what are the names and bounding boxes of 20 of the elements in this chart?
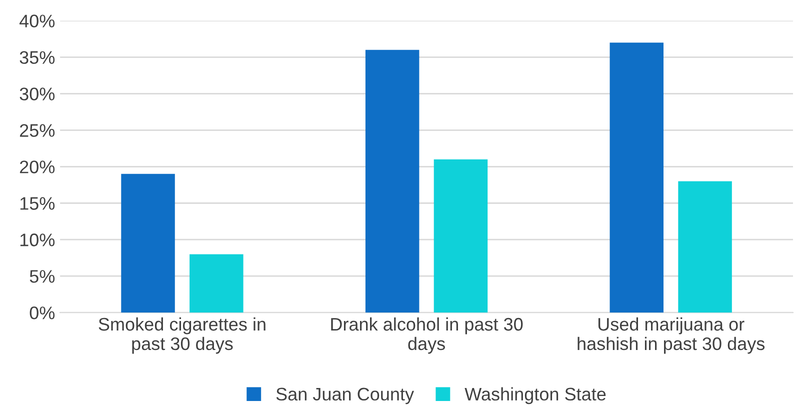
y-tick-label: 15%: [20, 197, 55, 210]
y-tick-label: 35%: [20, 51, 55, 64]
x-tick-label: Drank alcohol in past 30 days: [331, 317, 523, 354]
bar: [678, 181, 732, 313]
bar: [434, 159, 488, 313]
y-tick-label: 25%: [20, 124, 55, 137]
bar: [121, 174, 175, 313]
bar: [190, 254, 244, 313]
bar: [610, 42, 664, 313]
y-tick-label: 20%: [20, 160, 55, 174]
x-tick-label: Smoked cigarettes in past 30 days: [98, 317, 266, 354]
y-tick-label: 30%: [20, 88, 55, 100]
y-tick-label: 10%: [20, 234, 55, 246]
y-tick-label: 0%: [30, 306, 55, 320]
x-tick-label: Used marijuana or hashish in past 30 days: [578, 317, 765, 354]
bar: [365, 50, 420, 313]
legend-label: Washington State: [464, 387, 606, 404]
y-tick-label: 5%: [30, 270, 55, 283]
legend-label: San Juan County: [276, 388, 414, 404]
y-tick-label: 40%: [19, 14, 55, 28]
